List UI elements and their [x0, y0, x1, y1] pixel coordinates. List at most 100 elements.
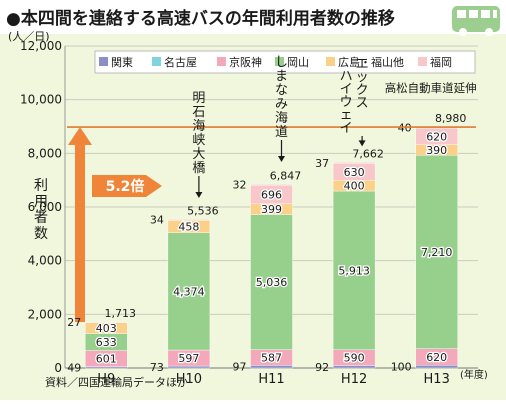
- legend-swatch: [99, 57, 108, 66]
- legend-swatch: [152, 57, 161, 66]
- x-tick-label: H10: [176, 372, 202, 387]
- y-tick-label: 2,000: [28, 307, 62, 321]
- event-annotation-char: ス: [356, 96, 369, 111]
- y-tick-label: 12,000: [20, 39, 62, 53]
- event-annotation-char: 明: [192, 91, 205, 106]
- bar-segment: [250, 365, 293, 369]
- bar-value-label: 32: [233, 179, 247, 192]
- legend-label: 広島・福山他: [338, 55, 404, 69]
- bar-value-label: 403: [96, 322, 117, 335]
- event-annotation-char: ク: [356, 83, 369, 98]
- bar-segment: [167, 219, 211, 221]
- legend-label: 福岡: [430, 55, 452, 69]
- event-annotation-char: 石: [192, 105, 205, 120]
- y-tick-label: 8,000: [28, 146, 62, 160]
- bar-value-label: 100: [391, 361, 412, 374]
- legend-label: 京阪神: [229, 55, 262, 69]
- bar-segment: [415, 365, 458, 369]
- bar-value-label: 630: [344, 166, 365, 179]
- bar-value-label: 587: [261, 352, 282, 365]
- bar-segment: [332, 365, 376, 369]
- bar-segment: [167, 232, 211, 351]
- x-tick-label: H9: [97, 372, 115, 387]
- event-annotation-char: ッ: [356, 70, 369, 85]
- bar-value-label: 97: [233, 361, 247, 374]
- event-annotation-char: ウ: [340, 95, 353, 110]
- chart-title: ●本四間を連絡する高速バスの年間利用者数の推移: [6, 8, 395, 29]
- source-note: 資料／四国運輸局データほか: [45, 375, 188, 389]
- legend-label: 岡山: [287, 56, 309, 69]
- y-unit-label: (人／日): [8, 30, 50, 43]
- bar-value-label: 5,036: [256, 276, 288, 289]
- legend-swatch: [418, 57, 427, 66]
- y-axis-label-char: 用: [34, 194, 48, 210]
- y-axis-label-char: 者: [34, 210, 48, 226]
- bar-segment: [85, 321, 128, 323]
- growth-arrow-head: [68, 127, 92, 146]
- bar-value-label: 399: [261, 203, 282, 216]
- bar-value-label: 7,210: [421, 246, 453, 259]
- legend-box: [94, 50, 476, 74]
- bar-segment: [167, 365, 211, 369]
- bar-segment: [250, 214, 293, 350]
- bar-value-label: 400: [344, 180, 365, 193]
- legend-label: 関東: [111, 56, 133, 69]
- x-axis-labels: H9 H10 H11 H12 H13: [97, 372, 450, 387]
- bar-value-label: 92: [315, 361, 329, 374]
- legend: 関東 名古屋 京阪神 岡山 広島・福山他 福岡: [94, 50, 476, 74]
- legend-swatch: [275, 57, 284, 66]
- event-annotation-char: イ: [340, 121, 353, 136]
- bar-segment: [332, 190, 376, 350]
- growth-callout-label: 5.2倍: [106, 178, 145, 195]
- bus-icon: [452, 6, 500, 36]
- y-tick-label: 0: [54, 361, 62, 375]
- bar-value-label: 4,374: [173, 285, 205, 298]
- y-axis-ticks: 0 2,000 4,000 6,000 8,000 10,000 12,000: [20, 39, 62, 375]
- bar-value-label: 620: [426, 130, 447, 143]
- bar-value-label: 37: [315, 157, 329, 170]
- bar-value-label: 620: [426, 351, 447, 364]
- y-tick-label: 4,000: [28, 254, 62, 268]
- event-annotation-char: 峡: [192, 133, 205, 148]
- growth-arrow-shaft: [75, 143, 85, 323]
- event-annotation-arrowhead: [195, 192, 203, 198]
- y-axis-label-char: 数: [34, 226, 48, 242]
- event-annotation-char: エ: [356, 57, 369, 72]
- x-tick-label: H11: [258, 372, 284, 387]
- growth-callout-shape: [92, 175, 162, 197]
- event-annotation-char: 海: [275, 111, 288, 126]
- x-unit-label: (年度): [460, 368, 488, 381]
- bar-total-label: 6,847: [270, 169, 302, 182]
- legend-swatch: [217, 57, 226, 66]
- event-annotation-char: ェ: [340, 108, 353, 123]
- growth-callout: 5.2倍: [92, 175, 162, 197]
- bar-value-label: 5,913: [338, 264, 370, 277]
- bar-segment: [332, 162, 376, 164]
- event-annotation-char: イ: [340, 82, 353, 97]
- y-tick-label: 10,000: [20, 93, 62, 107]
- y-tick-label: 6,000: [28, 200, 62, 214]
- event-annotation-char: 海: [192, 119, 205, 134]
- bar-value-label: 390: [426, 144, 447, 157]
- bar-value-label: 633: [96, 336, 117, 349]
- bar-total-label: 5,536: [187, 204, 219, 217]
- bar-value-label: 601: [96, 353, 117, 366]
- event-annotation-char: 大: [192, 147, 205, 162]
- bar-value-label: 597: [178, 352, 199, 365]
- event-annotation-label: 高松自動車道延伸: [385, 81, 477, 95]
- event-annotation-char: な: [275, 83, 288, 98]
- event-annotation-arrowhead: [358, 140, 366, 147]
- bar-total-label: 7,662: [352, 147, 384, 160]
- event-annotation-char: 道: [275, 125, 288, 140]
- legend-swatch: [326, 57, 335, 66]
- bar-total-label: 1,713: [105, 307, 137, 320]
- bar-total-label: 8,980: [435, 112, 467, 125]
- title-bar: [0, 0, 506, 34]
- bar-value-label: 590: [344, 352, 365, 365]
- event-annotation-arrowhead: [278, 156, 285, 162]
- bar-segment: [250, 184, 293, 186]
